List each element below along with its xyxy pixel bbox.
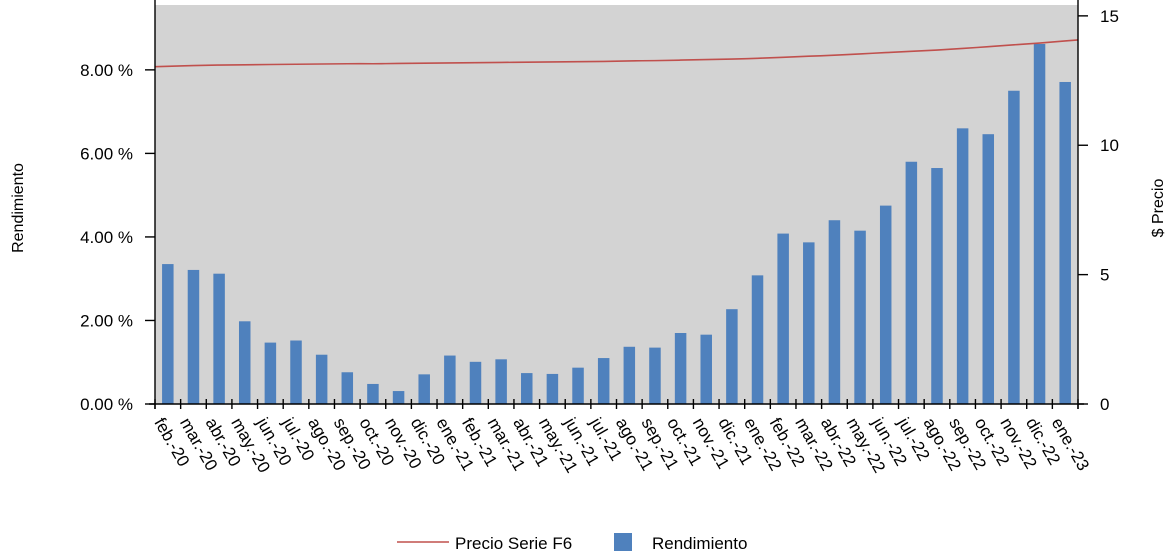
y-left-tick-label: 8.00 % xyxy=(80,61,133,80)
bar xyxy=(315,354,328,404)
bar xyxy=(367,383,379,404)
y-left-tick-label: 0.00 % xyxy=(80,395,133,414)
bar xyxy=(674,333,687,404)
legend-label-price: Precio Serie F6 xyxy=(455,534,572,553)
bar xyxy=(931,168,943,404)
bar xyxy=(623,346,636,404)
legend-bar-swatch xyxy=(614,533,632,551)
plot-area xyxy=(155,5,1078,404)
y-left-tick-label: 2.00 % xyxy=(80,311,133,330)
line-series xyxy=(154,39,1079,68)
y-right-tick-label: 15 xyxy=(1100,7,1119,26)
bar xyxy=(238,321,251,404)
bar xyxy=(649,347,661,404)
bar xyxy=(828,220,841,404)
y-right-tick-label: 5 xyxy=(1100,266,1109,285)
y-right-tick-label: 10 xyxy=(1100,136,1119,155)
y-right-tick-label: 0 xyxy=(1100,395,1109,414)
bar xyxy=(469,361,482,404)
bar xyxy=(956,128,969,404)
bar xyxy=(495,359,507,404)
bar xyxy=(392,391,405,404)
bar xyxy=(264,342,277,404)
legend: Precio Serie F6 Rendimiento xyxy=(397,533,747,553)
price-line xyxy=(154,39,1079,68)
bar xyxy=(854,230,866,404)
bar xyxy=(751,275,764,404)
bar xyxy=(905,161,918,404)
bar xyxy=(1059,81,1071,404)
legend-label-yield: Rendimiento xyxy=(652,534,747,553)
bar xyxy=(1008,90,1020,404)
bar-series xyxy=(162,43,1071,404)
bar xyxy=(290,340,302,404)
y-left-tick-label: 6.00 % xyxy=(80,144,133,163)
y-left-tick-label: 4.00 % xyxy=(80,228,133,247)
bar xyxy=(597,358,610,404)
bar xyxy=(444,355,456,404)
bar xyxy=(777,233,789,404)
bar xyxy=(187,269,200,404)
bar xyxy=(162,264,174,404)
bar xyxy=(879,205,892,404)
bar xyxy=(1033,43,1046,404)
axes: 0.00 %2.00 %4.00 %6.00 %8.00 %051015feb.… xyxy=(80,0,1119,476)
y-right-axis-title: $ Precio xyxy=(1150,179,1167,238)
bar xyxy=(572,367,584,404)
bar xyxy=(700,334,712,404)
bar xyxy=(726,309,738,404)
bar xyxy=(803,242,815,404)
bar xyxy=(418,374,430,404)
bar xyxy=(546,373,559,404)
bar xyxy=(341,372,354,404)
bar xyxy=(982,134,995,404)
y-left-axis-title: Rendimiento xyxy=(10,163,27,253)
bar xyxy=(213,273,225,404)
bar xyxy=(521,373,533,404)
